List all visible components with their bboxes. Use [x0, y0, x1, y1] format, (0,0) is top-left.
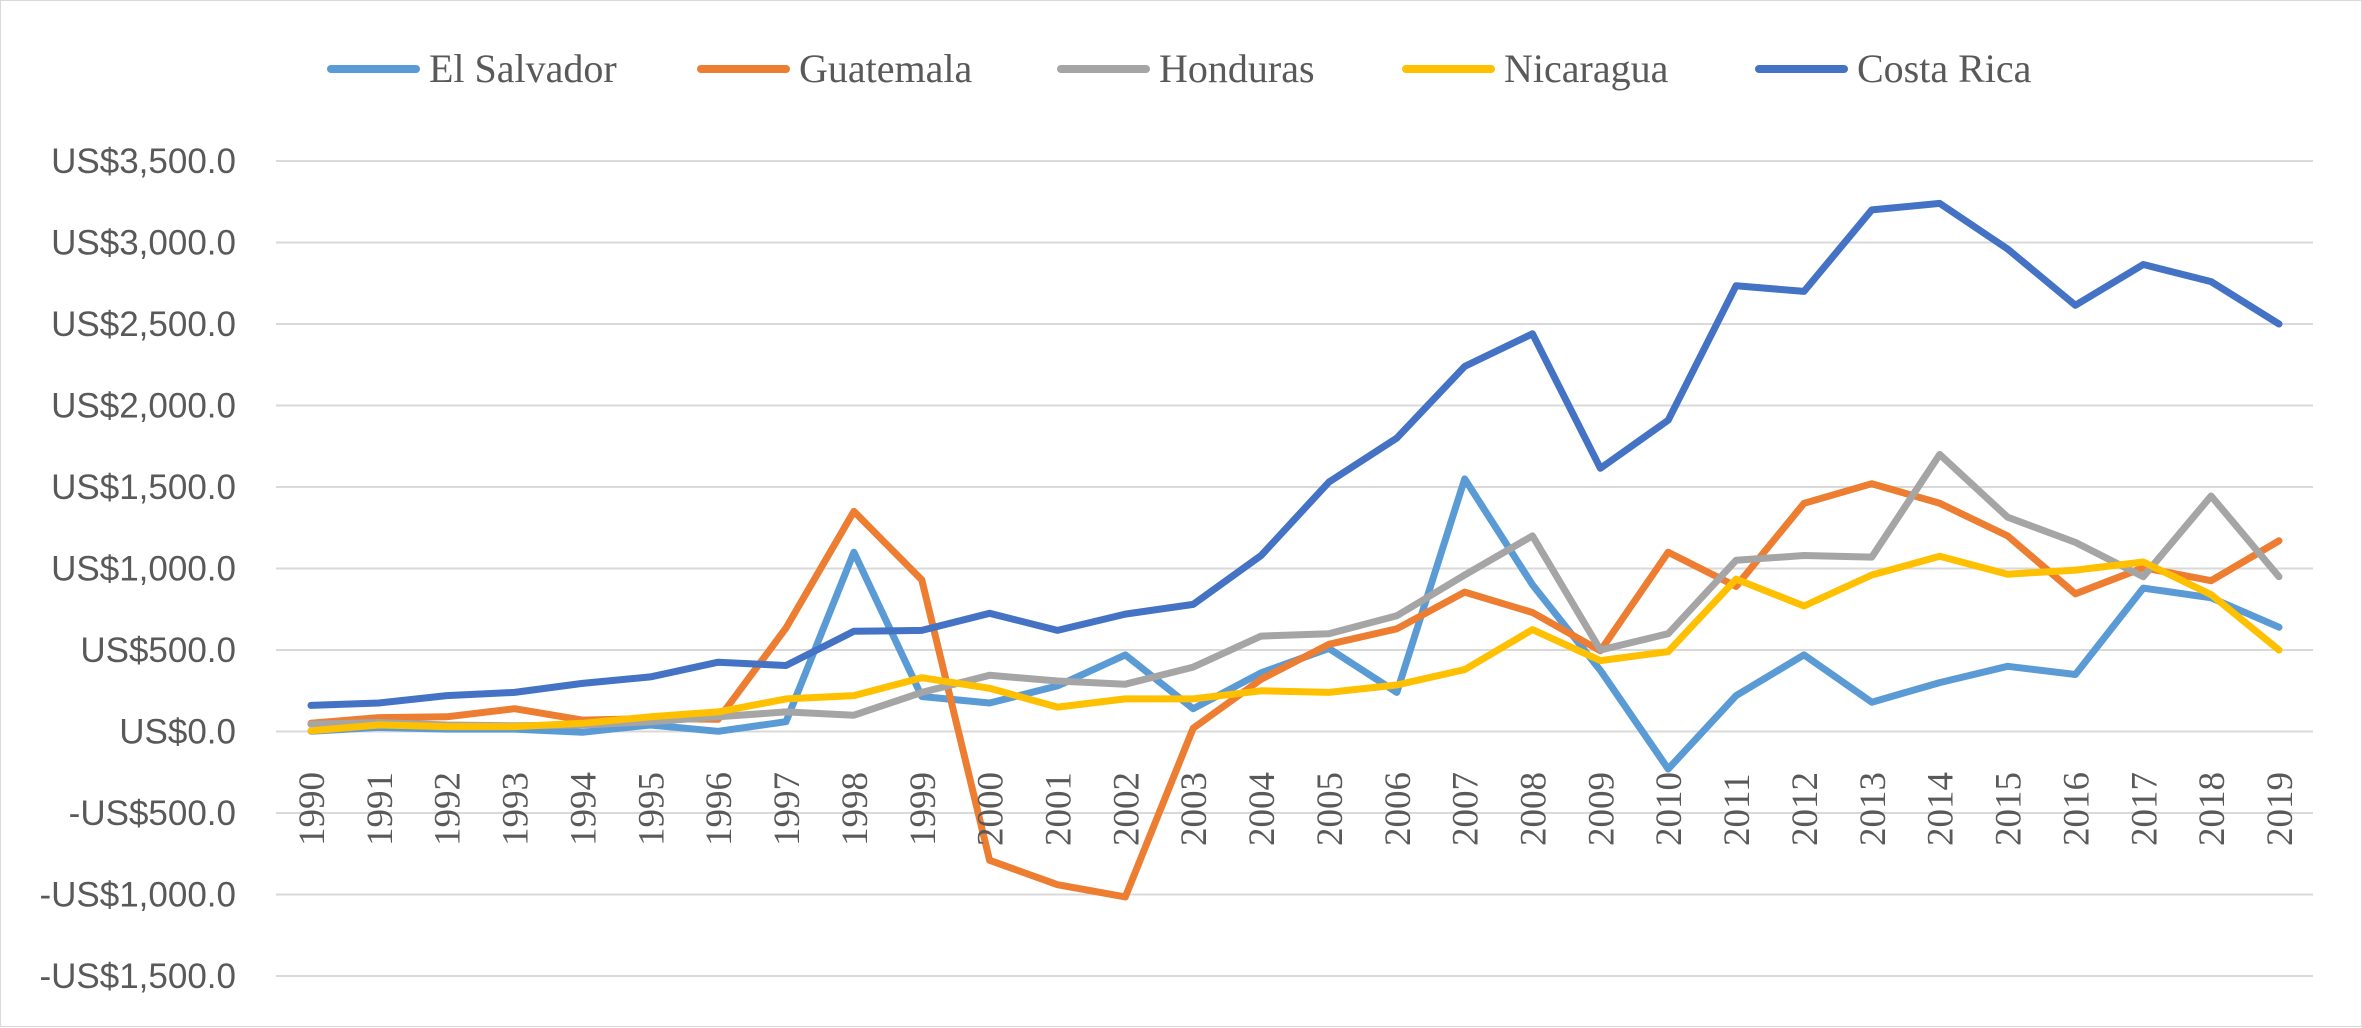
y-tick-label: US$1,500.0 [51, 468, 236, 507]
legend-label: Nicaragua [1504, 46, 1669, 91]
x-tick-label: 2003 [1174, 772, 1215, 846]
x-tick-label: 2008 [1514, 772, 1555, 846]
x-tick-label: 2018 [2192, 772, 2233, 846]
x-tick-label: 2016 [2056, 772, 2097, 846]
x-tick-label: 2015 [1989, 772, 2030, 846]
x-tick-label: 1997 [767, 772, 808, 846]
legend-label: Guatemala [799, 46, 972, 91]
x-tick-label: 2009 [1581, 772, 1622, 846]
legend-label: El Salvador [429, 46, 617, 91]
x-tick-label: 1992 [428, 772, 469, 846]
legend-label: Costa Rica [1857, 46, 2032, 91]
x-tick-label: 2019 [2260, 772, 2301, 846]
x-tick-label: 2007 [1446, 772, 1487, 846]
y-tick-label: US$3,000.0 [51, 224, 236, 263]
x-tick-label: 2014 [1921, 772, 1962, 846]
x-tick-label: 2004 [1242, 772, 1283, 846]
x-tick-label: 2001 [1038, 772, 1079, 846]
x-tick-label: 1990 [292, 772, 333, 846]
y-tick-label: US$3,500.0 [51, 142, 236, 181]
x-tick-label: 1998 [835, 772, 876, 846]
y-tick-label: US$2,500.0 [51, 305, 236, 344]
y-tick-label: US$2,000.0 [51, 387, 236, 426]
x-tick-label: 2013 [1853, 772, 1894, 846]
y-tick-label: US$0.0 [119, 713, 236, 752]
x-tick-label: 1995 [631, 772, 672, 846]
legend: El Salvador Guatemala Honduras Nicaragua Cos… [327, 46, 2032, 91]
x-tick-label: 2006 [1378, 772, 1419, 846]
x-tick-label: 1994 [563, 772, 604, 846]
x-tick-label: 2002 [1106, 772, 1147, 846]
x-tick-label: 1991 [360, 772, 401, 846]
y-tick-label: -US$1,500.0 [39, 957, 236, 996]
y-tick-label: US$500.0 [80, 631, 236, 670]
y-tick-label: US$1,000.0 [51, 550, 236, 589]
x-tick-label: 2010 [1649, 772, 1690, 846]
series-line-costa-rica [307, 199, 2283, 709]
x-tick-label: 2017 [2124, 772, 2165, 846]
series-line-honduras [307, 450, 2283, 730]
series-lines [307, 199, 2283, 901]
x-axis-tick-labels: 1990 1991 1992 1993 1994 1995 1996 1997 1998 1999… [292, 772, 2301, 846]
y-tick-label: -US$500.0 [69, 794, 236, 833]
x-tick-label: 1993 [496, 772, 537, 846]
gridlines [276, 160, 2313, 977]
x-tick-label: 2012 [1785, 772, 1826, 846]
series-line-nicaragua [307, 552, 2283, 735]
legend-label: Honduras [1159, 46, 1315, 91]
x-tick-label: 1996 [699, 772, 740, 846]
y-axis-tick-labels: US$3,500.0 US$3,000.0 US$2,500.0 US$2,000.0… [39, 142, 236, 996]
x-tick-label: 2000 [971, 772, 1012, 846]
y-tick-label: -US$1,000.0 [39, 876, 236, 915]
x-tick-label: 1999 [903, 772, 944, 846]
x-tick-label: 2005 [1310, 772, 1351, 846]
x-tick-label: 2011 [1717, 773, 1758, 846]
